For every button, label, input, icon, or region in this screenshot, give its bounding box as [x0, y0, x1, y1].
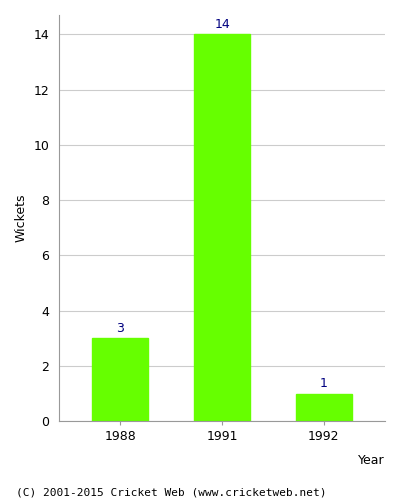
- Text: 1: 1: [320, 378, 328, 390]
- Y-axis label: Wickets: Wickets: [15, 194, 28, 242]
- Bar: [92, 338, 148, 421]
- Bar: [194, 34, 250, 421]
- Text: 14: 14: [214, 18, 230, 31]
- Text: Year: Year: [358, 454, 385, 466]
- Bar: [296, 394, 352, 421]
- Text: 3: 3: [116, 322, 124, 335]
- Text: (C) 2001-2015 Cricket Web (www.cricketweb.net): (C) 2001-2015 Cricket Web (www.cricketwe…: [16, 488, 326, 498]
